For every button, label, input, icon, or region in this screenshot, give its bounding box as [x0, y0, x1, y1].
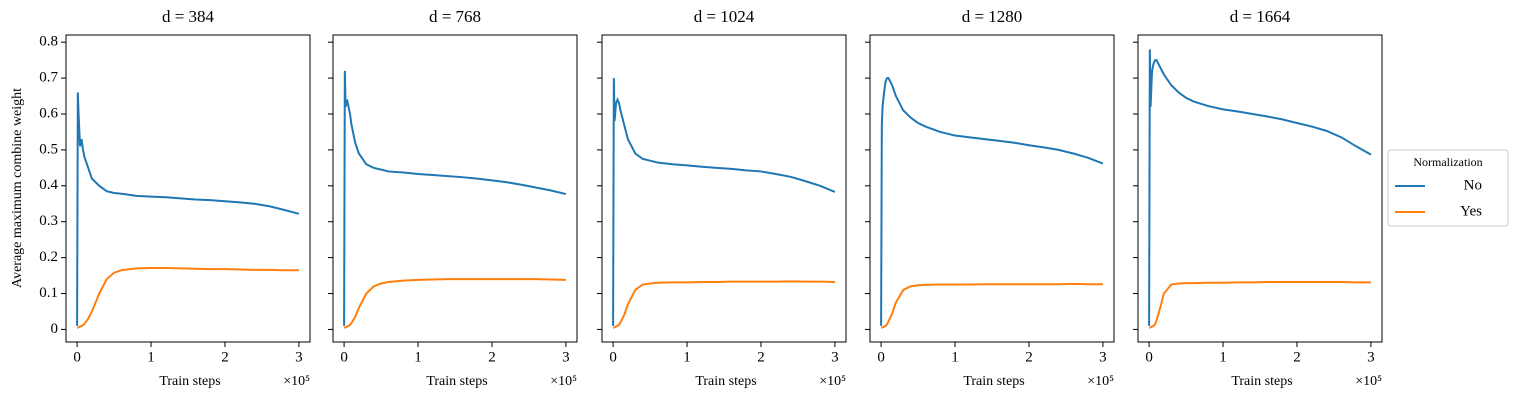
x-tick-label: 3 — [562, 349, 570, 365]
y-tick-label: 0.3 — [39, 213, 58, 229]
data-line — [880, 77, 1104, 326]
panel-title: d = 1024 — [694, 7, 755, 26]
x-tick-label: 2 — [1293, 349, 1301, 365]
y-tick-label: 0.4 — [39, 177, 58, 193]
data-line — [77, 267, 299, 329]
x-tick-label: 2 — [757, 349, 765, 365]
x-offset-label: ×10⁵ — [283, 374, 310, 389]
x-tick-label: 3 — [295, 349, 303, 365]
data-line — [344, 278, 566, 329]
data-line — [613, 280, 835, 329]
x-tick-label: 0 — [73, 349, 81, 365]
x-axis-label: Train steps — [695, 374, 756, 389]
y-tick-label: 0 — [51, 321, 59, 337]
x-tick-label: 1 — [147, 349, 155, 365]
y-tick-label: 0.2 — [39, 249, 58, 265]
x-axis-label: Train steps — [159, 374, 220, 389]
x-tick-label: 2 — [488, 349, 496, 365]
x-tick-label: 1 — [951, 349, 959, 365]
panel-title: d = 1664 — [1230, 7, 1291, 26]
x-tick-label: 1 — [1219, 349, 1227, 365]
x-tick-label: 0 — [609, 349, 617, 365]
axes-frame — [332, 34, 578, 343]
legend-label: Yes — [1460, 203, 1482, 219]
y-tick-label: 0.7 — [39, 70, 58, 86]
y-tick-label: 0.8 — [39, 34, 58, 50]
x-tick-label: 0 — [1145, 349, 1153, 365]
axes-frame — [1137, 34, 1383, 343]
axes-frame — [65, 34, 311, 343]
x-tick-label: 2 — [221, 349, 229, 365]
x-axis-label: Train steps — [1231, 374, 1292, 389]
panel-title: d = 384 — [162, 7, 215, 26]
legend-label: No — [1464, 177, 1482, 193]
panel-title: d = 1280 — [962, 7, 1023, 26]
x-tick-label: 2 — [1025, 349, 1033, 365]
x-tick-label: 0 — [340, 349, 348, 365]
data-line — [612, 78, 836, 326]
x-tick-label: 0 — [877, 349, 885, 365]
y-tick-label: 0.1 — [39, 285, 58, 301]
x-tick-label: 3 — [831, 349, 839, 365]
x-tick-label: 3 — [1099, 349, 1107, 365]
axes-frame — [869, 34, 1115, 343]
data-line — [76, 92, 300, 326]
panel-title: d = 768 — [429, 7, 481, 26]
x-offset-label: ×10⁵ — [1087, 374, 1114, 389]
legend-title: Normalization — [1413, 155, 1482, 169]
data-line — [881, 282, 1103, 329]
data-line — [1149, 281, 1371, 329]
x-axis-label: Train steps — [426, 374, 487, 389]
axes-frame — [601, 34, 847, 343]
x-tick-label: 1 — [683, 349, 691, 365]
y-tick-label: 0.6 — [39, 105, 58, 121]
x-offset-label: ×10⁵ — [819, 374, 846, 389]
y-tick-label: 0.5 — [39, 141, 58, 157]
data-line — [343, 70, 567, 326]
x-offset-label: ×10⁵ — [1355, 374, 1382, 389]
x-tick-label: 1 — [414, 349, 422, 365]
x-offset-label: ×10⁵ — [550, 374, 577, 389]
legend-box — [1387, 149, 1509, 227]
data-line — [1148, 49, 1372, 326]
x-axis-label: Train steps — [963, 374, 1024, 389]
y-axis-label: Average maximum combine weight — [10, 88, 25, 288]
x-tick-label: 3 — [1367, 349, 1375, 365]
